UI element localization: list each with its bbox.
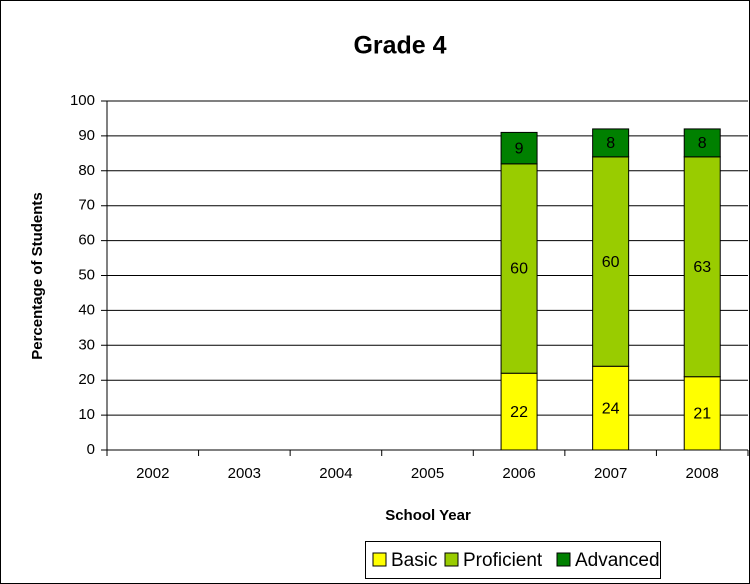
x-tick-label: 2006: [502, 465, 535, 482]
data-label: 8: [698, 135, 707, 152]
chart-title: Grade 4: [353, 32, 446, 60]
x-tick-label: 2004: [319, 465, 352, 482]
bar-segment: [592, 156, 630, 367]
y-tick-label: 100: [70, 92, 95, 109]
bar-segment: [500, 372, 538, 451]
data-label: 9: [515, 140, 524, 157]
legend-swatch: [556, 552, 571, 567]
x-tick-label: 2007: [594, 465, 627, 482]
legend-box: [365, 541, 661, 579]
data-label: 21: [693, 406, 711, 423]
y-tick-label: 80: [78, 162, 95, 179]
y-tick-label: 60: [78, 232, 95, 249]
bar-segment: [683, 156, 721, 378]
data-label: 63: [693, 259, 711, 276]
bar-segment: [500, 131, 538, 165]
bar-segment: [683, 376, 721, 451]
y-tick-label: 30: [78, 336, 95, 353]
data-label: 60: [510, 261, 528, 278]
y-axis-label: Percentage of Students: [29, 192, 46, 360]
data-label: 60: [602, 254, 620, 271]
y-tick-label: 50: [78, 266, 95, 283]
legend-swatch: [444, 552, 459, 567]
data-label: 24: [602, 400, 620, 417]
bar-segment: [592, 365, 630, 451]
y-tick-label: 40: [78, 301, 95, 318]
legend-label: Basic: [391, 550, 437, 571]
x-tick-label: 2008: [686, 465, 719, 482]
y-tick-label: 70: [78, 197, 95, 214]
data-label: 22: [510, 404, 528, 421]
y-tick-label: 20: [78, 371, 95, 388]
legend-label: Advanced: [575, 550, 660, 571]
legend-label: Proficient: [463, 550, 543, 571]
legend: Basic Proficient Advanced: [365, 541, 661, 579]
x-tick-label: 2002: [136, 465, 169, 482]
legend-swatch: [372, 552, 387, 567]
x-tick-label: 2005: [411, 465, 444, 482]
bar-segment: [683, 128, 721, 158]
y-tick-label: 90: [78, 127, 95, 144]
y-tick-label: 10: [78, 406, 95, 423]
bar-segment: [500, 163, 538, 374]
x-axis-label: School Year: [385, 507, 471, 524]
y-tick-label: 0: [87, 441, 95, 458]
x-tick-label: 2003: [228, 465, 261, 482]
data-label: 8: [606, 135, 615, 152]
bar-segment: [592, 128, 630, 158]
